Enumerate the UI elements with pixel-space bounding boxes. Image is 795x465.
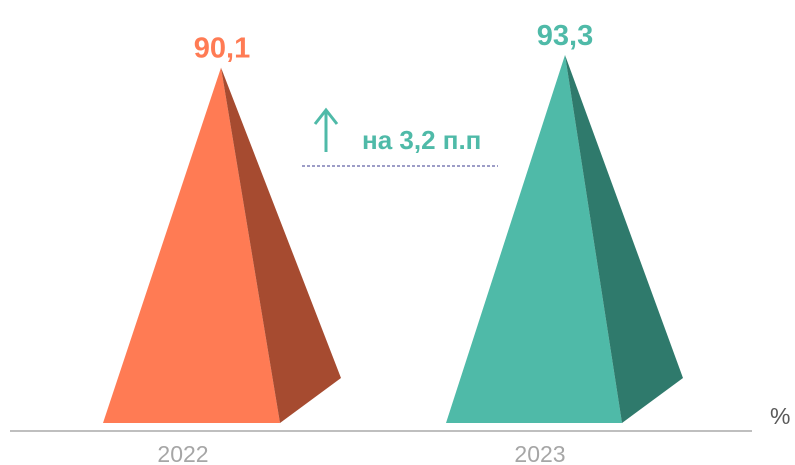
pyramid-series — [103, 55, 683, 424]
category-label-2023: 2023 — [514, 441, 565, 465]
category-labels: 2022 2023 — [157, 441, 565, 465]
delta-annotation: на 3,2 п.п — [302, 107, 498, 167]
category-label-2022: 2022 — [157, 441, 208, 465]
pyramid-side-2023 — [565, 55, 683, 423]
delta-label: на 3,2 п.п — [362, 125, 481, 155]
up-arrow-head — [313, 107, 339, 125]
value-label-2023: 93,3 — [537, 20, 593, 52]
pyramid-front-2023 — [446, 55, 622, 423]
y-unit-label: % — [770, 403, 790, 429]
pyramid-front-2022 — [103, 67, 280, 424]
value-labels: 90,1 93,3 — [194, 20, 593, 65]
value-label-2022: 90,1 — [194, 33, 250, 65]
pyramid-side-2022 — [221, 67, 341, 424]
